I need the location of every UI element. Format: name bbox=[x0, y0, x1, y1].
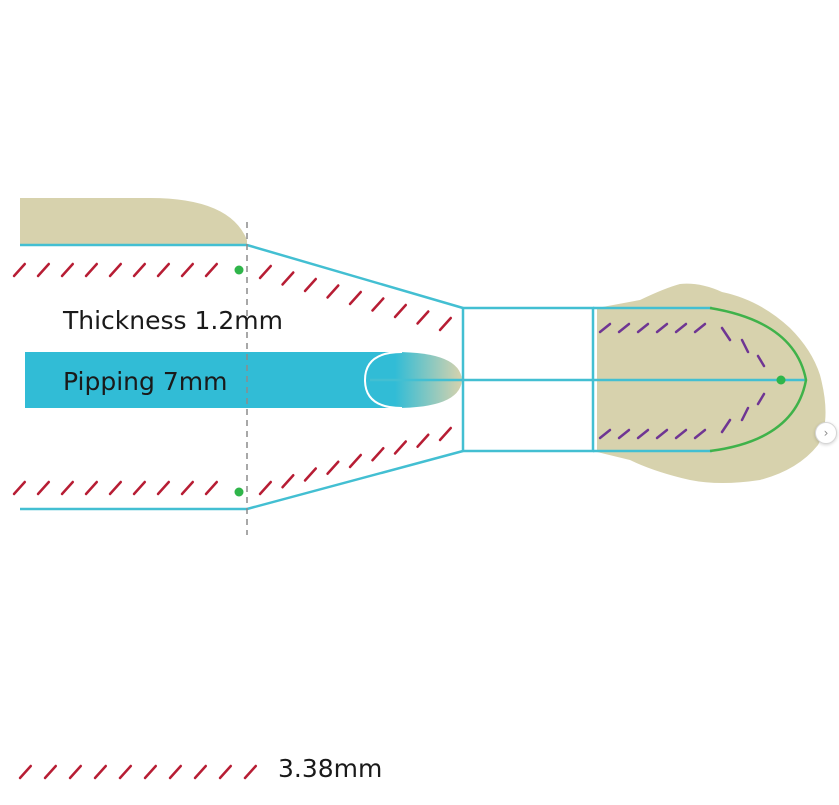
chevron-right-icon: › bbox=[823, 426, 829, 440]
stitch-mark bbox=[281, 271, 295, 286]
stitch-mark bbox=[204, 262, 219, 278]
stitch-mark bbox=[84, 480, 99, 496]
stitch-mark bbox=[617, 322, 631, 334]
stitch-mark bbox=[326, 284, 340, 299]
pattern-outline bbox=[20, 243, 806, 511]
stitch-mark bbox=[348, 290, 363, 306]
stitch-mark bbox=[598, 428, 612, 440]
stitch-mark bbox=[193, 764, 208, 780]
stitch-mark bbox=[371, 297, 385, 312]
stitch-mark bbox=[93, 764, 108, 780]
stitch-mark bbox=[416, 310, 430, 325]
stitch-mark bbox=[84, 262, 99, 278]
legend-label: 3.38mm bbox=[278, 754, 382, 783]
legend-stitch-sample bbox=[18, 764, 258, 780]
stitch-mark bbox=[720, 326, 732, 342]
stitch-mark bbox=[636, 322, 650, 334]
stitch-mark bbox=[132, 480, 147, 496]
stitch-mark bbox=[756, 354, 766, 368]
stitch-mark bbox=[740, 406, 750, 422]
stitch-mark bbox=[438, 426, 453, 442]
stitch-mark bbox=[693, 322, 707, 334]
stitch-mark bbox=[60, 262, 75, 278]
stitch-mark bbox=[108, 262, 123, 278]
stitch-mark bbox=[720, 418, 732, 434]
stitch-line-top-taper bbox=[258, 264, 453, 332]
marker-dot-top bbox=[234, 265, 244, 275]
stitch-line-top-left bbox=[12, 262, 219, 278]
stitch-mark bbox=[180, 480, 195, 496]
stitch-mark bbox=[393, 303, 408, 319]
stitch-mark bbox=[36, 262, 51, 278]
stitch-mark bbox=[68, 764, 83, 780]
stitch-mark bbox=[416, 433, 430, 448]
stitch-mark bbox=[348, 453, 363, 469]
stitch-mark bbox=[740, 338, 750, 354]
pipping-label: Pipping 7mm bbox=[63, 367, 227, 396]
stitch-mark bbox=[168, 764, 183, 780]
stitch-mark bbox=[756, 392, 766, 406]
stitch-mark bbox=[258, 480, 273, 496]
stitch-mark bbox=[393, 440, 408, 455]
stitch-mark bbox=[156, 480, 171, 496]
stitch-mark bbox=[243, 764, 258, 780]
stitch-mark bbox=[303, 467, 318, 482]
thickness-label: Thickness 1.2mm bbox=[62, 306, 283, 335]
stitch-mark bbox=[118, 764, 133, 780]
pipping-bar bbox=[25, 352, 400, 408]
stitch-mark bbox=[36, 480, 51, 496]
stitch-line-bottom-left bbox=[12, 480, 219, 496]
stitch-mark bbox=[655, 322, 669, 334]
stitch-mark bbox=[204, 480, 219, 496]
pipping-tip-outline bbox=[363, 351, 403, 409]
stitch-mark bbox=[617, 428, 631, 440]
stitch-mark bbox=[303, 277, 318, 293]
stitch-mark bbox=[258, 264, 273, 280]
stitch-mark bbox=[281, 474, 295, 489]
stitch-mark bbox=[143, 764, 158, 780]
stitch-mark bbox=[156, 262, 171, 278]
stitch-mark bbox=[438, 316, 453, 332]
stitch-mark bbox=[18, 764, 33, 780]
stitch-mark bbox=[12, 480, 27, 496]
stitch-mark bbox=[132, 262, 147, 278]
top-left-fabric-shape bbox=[20, 198, 247, 245]
next-button[interactable]: › bbox=[815, 422, 837, 444]
stitch-mark bbox=[655, 428, 669, 440]
stitch-mark bbox=[43, 764, 58, 780]
stitch-mark bbox=[12, 262, 27, 278]
stitch-mark bbox=[636, 428, 650, 440]
stitch-mark bbox=[108, 480, 123, 496]
stitch-mark bbox=[218, 764, 233, 780]
stitch-mark bbox=[674, 428, 688, 440]
stitch-mark bbox=[371, 447, 385, 462]
stitch-line-bottom-taper bbox=[258, 426, 453, 496]
stitch-mark bbox=[674, 322, 688, 334]
right-fabric-shape bbox=[597, 283, 826, 483]
stitch-mark bbox=[180, 262, 195, 278]
stitch-mark bbox=[326, 460, 340, 475]
marker-dot-bottom bbox=[234, 487, 244, 497]
stitch-mark bbox=[693, 428, 707, 440]
stitch-line-purple bbox=[598, 322, 766, 440]
stitch-mark bbox=[60, 480, 75, 496]
end-curve bbox=[709, 306, 808, 453]
stitch-mark bbox=[598, 322, 612, 334]
marker-dot-tip bbox=[776, 375, 786, 385]
